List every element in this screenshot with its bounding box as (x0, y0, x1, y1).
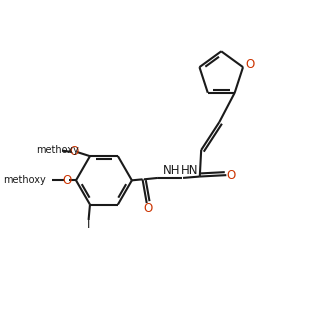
Text: O: O (144, 202, 153, 215)
Text: methoxy: methoxy (3, 175, 46, 185)
Text: NH: NH (163, 164, 180, 178)
Text: methoxy: methoxy (36, 145, 78, 155)
Text: I: I (87, 218, 90, 231)
Text: HN: HN (181, 164, 198, 178)
Text: O: O (69, 145, 78, 158)
Text: O: O (227, 169, 236, 182)
Text: O: O (62, 173, 71, 186)
Text: O: O (245, 58, 254, 71)
